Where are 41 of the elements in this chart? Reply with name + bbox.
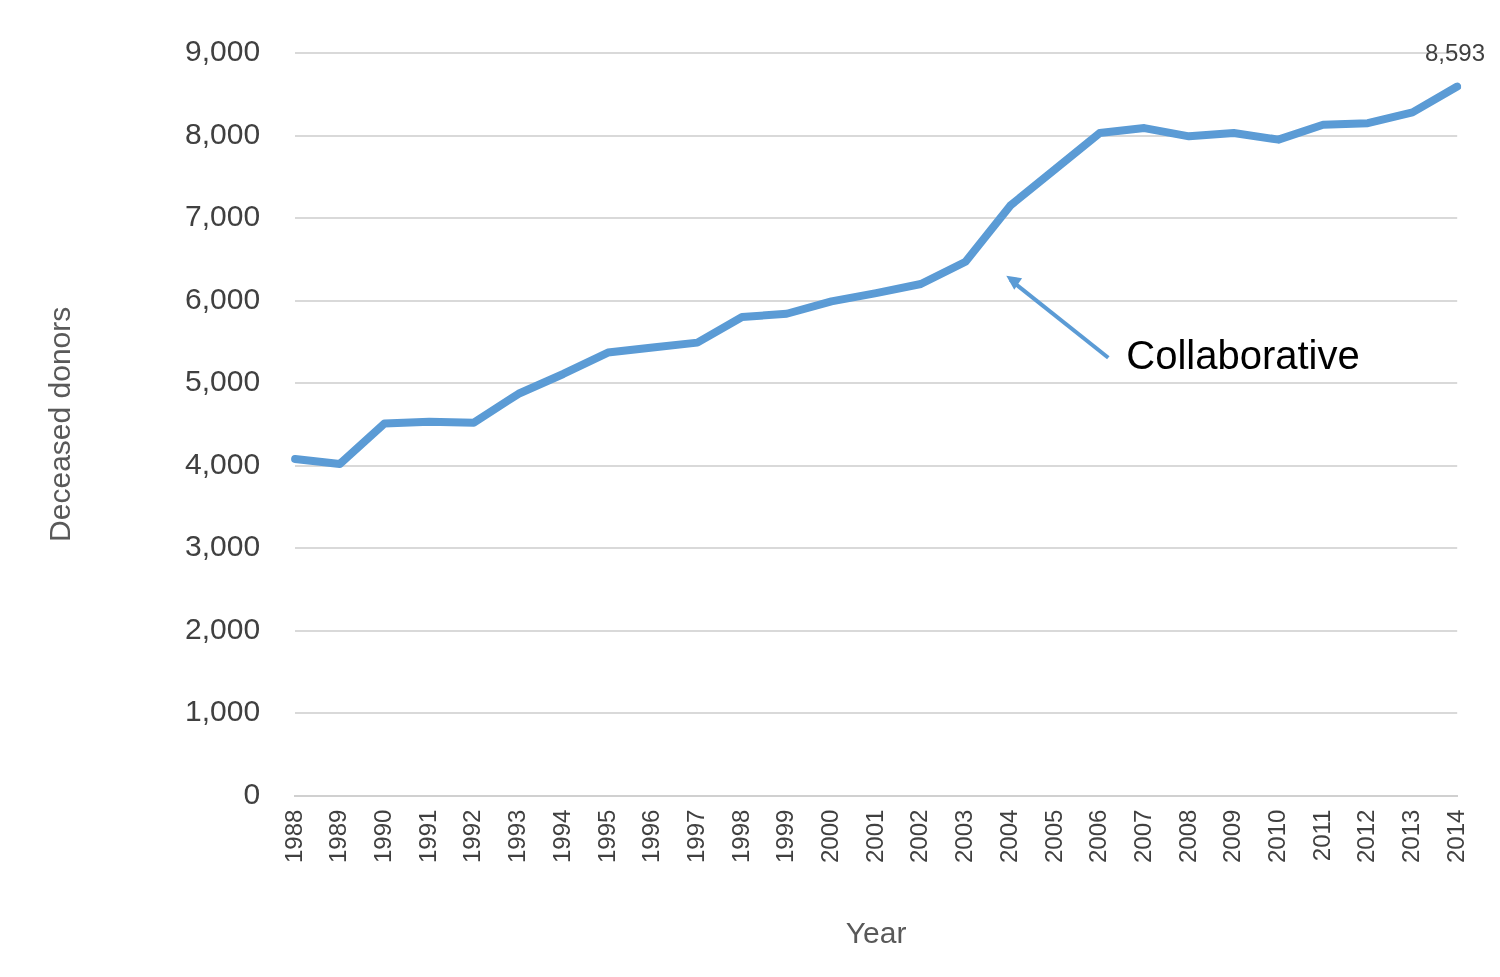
x-tick-label: 2013	[1397, 809, 1425, 863]
x-tick-label: 1988	[279, 809, 307, 863]
x-tick-label: 2007	[1128, 809, 1156, 863]
x-tick-label: 1991	[413, 809, 441, 863]
y-axis-title: Deceased donors	[43, 306, 77, 542]
x-tick-label: 1997	[681, 809, 709, 863]
data-label: 8,593	[1424, 39, 1486, 67]
x-tick-label: 1989	[324, 809, 352, 863]
y-tick-label: 7,000	[185, 199, 261, 233]
x-tick-label: 2008	[1173, 809, 1201, 863]
y-tick-label: 4,000	[185, 446, 261, 480]
x-tick-label: 2004	[994, 809, 1022, 863]
annotation: Collaborative	[1126, 332, 1360, 377]
y-tick-label: 6,000	[185, 281, 261, 315]
x-tick-label: 2000	[816, 809, 844, 863]
x-tick-label: 2002	[905, 809, 933, 863]
x-tick-label: 1999	[771, 809, 799, 863]
y-tick-label: 9,000	[185, 34, 261, 68]
x-tick-label: 1996	[637, 809, 665, 863]
x-tick-label: 1990	[369, 809, 397, 863]
x-tick-label: 2012	[1352, 809, 1380, 863]
x-tick-label: 1994	[547, 809, 575, 863]
x-tick-label: 1995	[592, 809, 620, 863]
y-tick-label: 0	[243, 776, 261, 810]
y-tick-label: 2,000	[185, 611, 261, 645]
x-tick-label: 1992	[458, 809, 486, 863]
x-tick-label: 2003	[950, 809, 978, 863]
x-tick-label: 1993	[503, 809, 531, 863]
x-tick-label: 2006	[1084, 809, 1112, 863]
x-tick-label: 2001	[860, 809, 888, 863]
y-tick-label: 3,000	[185, 529, 261, 563]
x-tick-label: 2014	[1441, 809, 1469, 863]
x-tick-label: 2009	[1218, 809, 1246, 863]
x-tick-label: 2010	[1263, 809, 1291, 863]
y-tick-label: 1,000	[185, 694, 261, 728]
x-tick-label: 1998	[726, 809, 754, 863]
x-tick-label: 2011	[1307, 809, 1335, 862]
y-tick-label: 8,000	[185, 116, 261, 150]
y-tick-label: 5,000	[185, 364, 261, 398]
x-tick-label: 2005	[1039, 809, 1067, 863]
x-axis-title: Year	[845, 916, 907, 950]
